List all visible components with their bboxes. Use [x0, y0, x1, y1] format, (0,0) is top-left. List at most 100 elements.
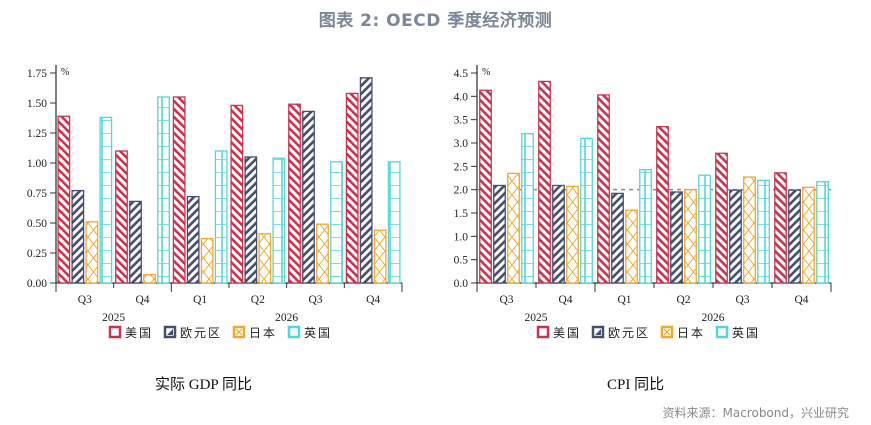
bar	[552, 184, 565, 284]
bar	[597, 94, 610, 284]
cpi-chart: 0.0 0.5 1.0 1.5 2.0 2.5 3.0 3.5 4.0 4.5% Q3 Q4 Q1 Q2 Q…	[435, 55, 871, 355]
legend-item: 日本	[232, 325, 277, 340]
x-tick-label: Q4	[558, 294, 572, 306]
bar	[214, 150, 228, 284]
x-tick-label: Q1	[193, 294, 207, 306]
y-unit-label: %	[61, 67, 69, 78]
gdp-chart-svg: 0.00 0.25 0.50 0.75 1.00 1.25 1.50 1.75 % Q3 Q4 Q1 Q…	[27, 65, 403, 340]
cpi-chart-caption: CPI 同比	[607, 377, 665, 393]
svg-text:欧元区: 欧元区	[180, 326, 222, 340]
legend-item: 日本	[660, 325, 705, 340]
bar	[359, 77, 373, 284]
bar	[566, 185, 579, 284]
bar	[670, 191, 683, 284]
bar	[387, 161, 401, 284]
bar	[200, 237, 214, 284]
bar	[715, 152, 728, 284]
y-tick-label: 0.5	[454, 255, 469, 267]
year-group-label: 2026	[275, 312, 298, 324]
y-tick-label: 2.5	[454, 161, 469, 173]
x-tick-label: Q4	[794, 294, 808, 306]
year-group-label: 2025	[525, 312, 548, 324]
x-tick-label: Q4	[366, 294, 380, 306]
svg-text:美国: 美国	[125, 326, 153, 340]
y-tick-label: 1.00	[27, 158, 47, 170]
y-tick-label: 0.50	[27, 218, 47, 230]
y-tick-label: 1.0	[454, 231, 469, 243]
y-tick-label: 1.75	[27, 68, 47, 80]
bar	[656, 126, 669, 284]
page-title: 图表 2: OECD 季度经济预测	[318, 11, 553, 31]
bar	[611, 192, 624, 284]
y-tick-label: 1.25	[27, 128, 47, 140]
svg-text:英国: 英国	[732, 326, 760, 340]
bar	[373, 229, 387, 284]
gdp-chart: 0.00 0.25 0.50 0.75 1.00 1.25 1.50 1.75% Q3 Q4 Q1 Q…	[0, 55, 430, 355]
y-tick-label: 4.0	[454, 91, 469, 103]
bar	[288, 103, 301, 284]
bar	[788, 189, 801, 284]
bar	[172, 96, 186, 284]
bar	[129, 200, 142, 284]
bar	[538, 80, 551, 284]
bar	[186, 195, 200, 284]
bar	[115, 150, 128, 284]
y-tick-label: 4.5	[454, 68, 469, 80]
y-tick-label: 0.0	[454, 278, 469, 290]
bar	[143, 273, 156, 284]
svg-text:英国: 英国	[304, 326, 332, 340]
bar	[302, 110, 315, 284]
year-group-label: 2025	[102, 312, 125, 324]
bar	[71, 189, 85, 284]
x-tick-label: Q3	[78, 294, 92, 306]
y-tick-label: 0.00	[27, 278, 47, 290]
legend-item: 英国	[715, 325, 760, 340]
legend-item: 欧元区	[591, 325, 650, 340]
bar	[99, 116, 113, 284]
year-group-label: 2026	[702, 312, 725, 324]
legend-item: 英国	[287, 325, 332, 340]
bar	[479, 89, 492, 284]
bar	[580, 137, 593, 284]
bar	[774, 172, 787, 284]
svg-text:日本: 日本	[677, 326, 705, 340]
bar	[521, 133, 534, 284]
bar	[330, 161, 343, 284]
bar	[729, 189, 742, 284]
cpi-chart-svg: 0.0 0.5 1.0 1.5 2.0 2.5 3.0 3.5 4.0 4.5 % Q3 Q4 Q1 Q2 Q…	[454, 65, 832, 340]
y-tick-label: 0.25	[27, 248, 47, 260]
y-unit-label: %	[482, 67, 490, 78]
x-tick-label: Q3	[499, 294, 513, 306]
y-tick-label: 2.0	[454, 185, 469, 197]
svg-text:欧元区: 欧元区	[608, 326, 650, 340]
x-tick-label: Q3	[308, 294, 322, 306]
bar	[258, 233, 272, 284]
bar	[684, 189, 697, 284]
svg-text:日本: 日本	[249, 326, 277, 340]
bar	[802, 186, 815, 284]
gdp-chart-caption: 实际 GDP 同比	[155, 377, 252, 393]
bar	[244, 156, 258, 284]
bar	[157, 96, 170, 284]
x-tick-label: Q2	[676, 294, 690, 306]
bar	[698, 174, 711, 284]
bar	[816, 181, 829, 284]
bar	[625, 209, 638, 284]
y-tick-label: 3.0	[454, 138, 469, 150]
bar	[639, 168, 652, 284]
x-tick-label: Q1	[617, 294, 631, 306]
y-tick-label: 1.50	[27, 98, 47, 110]
legend-item: 美国	[108, 325, 153, 340]
bar	[316, 223, 329, 284]
legend-item: 欧元区	[163, 325, 222, 340]
source-note: 资料来源：Macrobond，兴业研究	[662, 406, 850, 420]
x-tick-label: Q3	[735, 294, 749, 306]
legend-item: 美国	[536, 325, 581, 340]
bar	[507, 172, 520, 284]
svg-text:美国: 美国	[553, 326, 581, 340]
bar	[345, 92, 359, 284]
bar	[757, 179, 770, 284]
y-tick-label: 0.75	[27, 188, 47, 200]
bar	[85, 221, 99, 284]
x-tick-label: Q2	[251, 294, 265, 306]
